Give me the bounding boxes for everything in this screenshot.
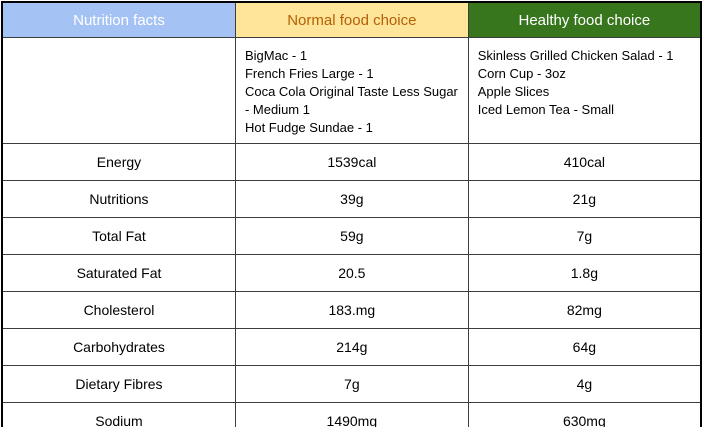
food-item: Apple Slices xyxy=(477,84,550,99)
food-item: French Fries Large - 1 xyxy=(244,66,374,81)
table-row-nutritions: Nutritions 39g 21g xyxy=(1,180,702,218)
row-label: Total Fat xyxy=(1,217,236,255)
healthy-value: 21g xyxy=(467,180,702,218)
header-nutrition-facts: Nutrition facts xyxy=(1,1,236,38)
healthy-value: 82mg xyxy=(467,291,702,329)
header-healthy-food-choice: Healthy food choice xyxy=(467,1,702,38)
food-list-empty-cell xyxy=(1,37,236,144)
header-row: Nutrition facts Normal food choice Healt… xyxy=(1,1,702,38)
normal-value: 20.5 xyxy=(234,254,469,292)
food-item: Hot Fudge Sundae - 1 xyxy=(244,120,373,135)
food-item: Iced Lemon Tea - Small xyxy=(477,102,615,117)
normal-value: 39g xyxy=(234,180,469,218)
row-label: Carbohydrates xyxy=(1,328,236,366)
food-item: Corn Cup - 3oz xyxy=(477,66,566,81)
table-row-dietary-fibres: Dietary Fibres 7g 4g xyxy=(1,365,702,403)
food-item: Coca Cola Original Taste Less Sugar - Me… xyxy=(244,84,458,117)
table-row-sodium: Sodium 1490mg 630mg xyxy=(1,402,702,427)
healthy-value: 7g xyxy=(467,217,702,255)
row-label: Saturated Fat xyxy=(1,254,236,292)
normal-value: 214g xyxy=(234,328,469,366)
table-row-saturated-fat: Saturated Fat 20.5 1.8g xyxy=(1,254,702,292)
healthy-value: 64g xyxy=(467,328,702,366)
food-list-normal-cell: BigMac - 1 French Fries Large - 1 Coca C… xyxy=(234,37,469,144)
healthy-value: 410cal xyxy=(467,143,702,181)
healthy-value: 1.8g xyxy=(467,254,702,292)
normal-value: 1490mg xyxy=(234,402,469,427)
table-row-total-fat: Total Fat 59g 7g xyxy=(1,217,702,255)
row-label: Dietary Fibres xyxy=(1,365,236,403)
healthy-value: 4g xyxy=(467,365,702,403)
food-list-healthy-cell: Skinless Grilled Chicken Salad - 1 Corn … xyxy=(467,37,702,144)
row-label: Energy xyxy=(1,143,236,181)
food-item: BigMac - 1 xyxy=(244,48,308,63)
normal-value: 183.mg xyxy=(234,291,469,329)
header-normal-food-choice: Normal food choice xyxy=(234,1,469,38)
food-list-healthy: Skinless Grilled Chicken Salad - 1 Corn … xyxy=(469,39,700,126)
healthy-value: 630mg xyxy=(467,402,702,427)
food-list-normal: BigMac - 1 French Fries Large - 1 Coca C… xyxy=(236,39,467,143)
row-label: Sodium xyxy=(1,402,236,427)
table-row-carbohydrates: Carbohydrates 214g 64g xyxy=(1,328,702,366)
row-label: Cholesterol xyxy=(1,291,236,329)
food-list-row: BigMac - 1 French Fries Large - 1 Coca C… xyxy=(1,37,702,144)
food-item: Skinless Grilled Chicken Salad - 1 xyxy=(477,48,674,63)
normal-value: 1539cal xyxy=(234,143,469,181)
row-label: Nutritions xyxy=(1,180,236,218)
normal-value: 7g xyxy=(234,365,469,403)
normal-value: 59g xyxy=(234,217,469,255)
table-row-energy: Energy 1539cal 410cal xyxy=(1,143,702,181)
table-row-cholesterol: Cholesterol 183.mg 82mg xyxy=(1,291,702,329)
